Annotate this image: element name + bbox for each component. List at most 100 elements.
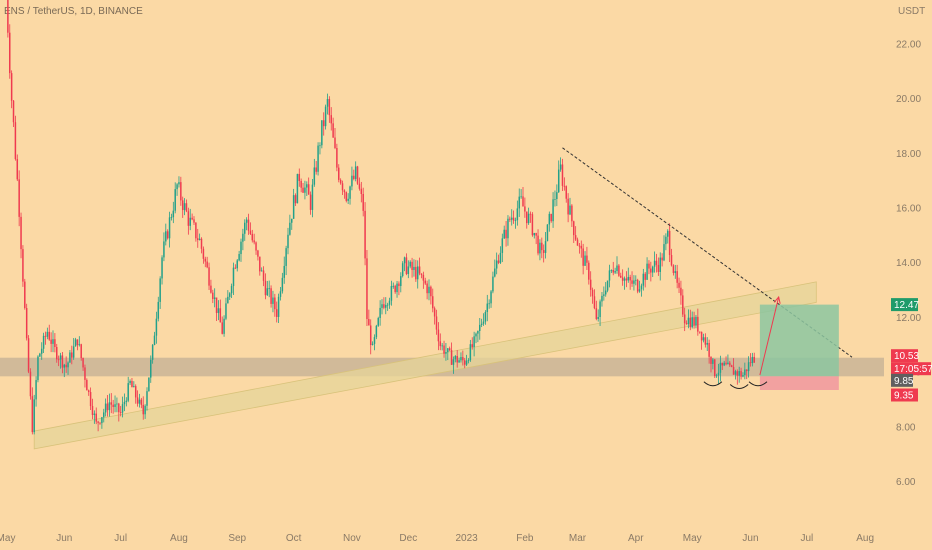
candle xyxy=(46,331,49,337)
candle xyxy=(29,371,32,397)
candle xyxy=(612,269,614,273)
candle xyxy=(569,205,571,215)
candle xyxy=(242,233,244,242)
candle xyxy=(148,377,150,392)
stop-price-tag-text: 9.35 xyxy=(894,391,914,402)
candle xyxy=(584,255,586,266)
candle xyxy=(24,281,26,309)
candle xyxy=(65,364,67,368)
bottom-arc-mark xyxy=(703,381,723,387)
candle xyxy=(653,260,656,267)
candle xyxy=(358,183,361,189)
long-position-target-zone[interactable] xyxy=(759,304,839,377)
candle xyxy=(168,217,171,239)
candle xyxy=(159,278,161,302)
candle xyxy=(123,401,126,405)
candle xyxy=(753,356,755,363)
entry-price-tag-text: 9.85 xyxy=(894,376,914,387)
x-axis-tick-label: Jul xyxy=(800,533,813,544)
x-axis-tick-label: May xyxy=(0,533,15,544)
candle xyxy=(274,297,276,310)
candle xyxy=(740,371,742,377)
candle xyxy=(687,317,690,325)
candle xyxy=(563,185,566,187)
candle xyxy=(50,339,52,344)
y-axis-tick-label: 14.00 xyxy=(896,258,921,269)
candle xyxy=(557,169,560,193)
candle xyxy=(646,263,648,280)
candle xyxy=(166,231,169,239)
candle xyxy=(388,300,391,305)
candle xyxy=(597,317,599,319)
candle xyxy=(16,159,19,180)
candle xyxy=(347,198,349,201)
candle xyxy=(676,271,678,283)
candle xyxy=(400,276,402,287)
candle xyxy=(601,295,603,302)
candle xyxy=(257,250,259,257)
x-axis-tick-label: Aug xyxy=(170,533,188,544)
candle xyxy=(723,362,725,366)
candle xyxy=(125,400,128,402)
candle xyxy=(136,397,139,404)
candle xyxy=(264,280,267,296)
candle xyxy=(588,262,590,280)
candle xyxy=(351,175,353,187)
candle xyxy=(510,217,513,220)
candle xyxy=(298,173,301,181)
candle xyxy=(176,184,178,190)
candle xyxy=(448,348,451,351)
candle xyxy=(259,256,261,272)
x-axis-tick-label: 2023 xyxy=(455,533,478,544)
candle xyxy=(315,167,317,172)
candle xyxy=(665,236,667,245)
candle xyxy=(514,220,517,221)
candle xyxy=(473,336,475,347)
candle xyxy=(714,359,716,377)
candle xyxy=(729,362,731,366)
candle xyxy=(217,308,220,313)
candle xyxy=(332,123,334,138)
candle xyxy=(573,221,575,236)
candle xyxy=(311,184,314,210)
candle xyxy=(435,316,438,330)
candle xyxy=(644,273,646,280)
candle xyxy=(255,242,257,251)
candle xyxy=(266,288,269,296)
candle xyxy=(72,346,75,358)
candle xyxy=(140,399,143,405)
candle xyxy=(110,402,113,405)
candle xyxy=(625,278,628,281)
candle xyxy=(499,252,502,263)
y-axis-tick-label: 6.00 xyxy=(896,477,916,488)
y-axis-unit-label: USDT xyxy=(898,6,925,17)
candle xyxy=(354,166,357,179)
candle xyxy=(700,331,703,341)
candle xyxy=(642,273,645,286)
candle xyxy=(364,210,366,259)
candle xyxy=(721,362,724,366)
candle xyxy=(544,241,547,253)
candle xyxy=(204,258,207,262)
candle xyxy=(112,404,114,408)
candle xyxy=(228,293,231,297)
candle xyxy=(631,280,633,284)
countdown-tag xyxy=(891,362,931,376)
x-axis-tick-label: Aug xyxy=(856,533,874,544)
candle xyxy=(328,99,331,116)
candle xyxy=(240,241,242,255)
candle xyxy=(580,245,583,249)
x-axis-tick-label: Dec xyxy=(399,533,417,544)
long-position-stop-zone[interactable] xyxy=(759,376,839,390)
candle xyxy=(450,350,453,365)
candle xyxy=(571,205,573,222)
candle xyxy=(567,198,569,215)
candle xyxy=(533,232,536,236)
candle xyxy=(84,367,86,380)
candle xyxy=(479,324,481,331)
candle xyxy=(680,287,682,296)
candle xyxy=(565,186,567,199)
candle xyxy=(398,283,400,287)
